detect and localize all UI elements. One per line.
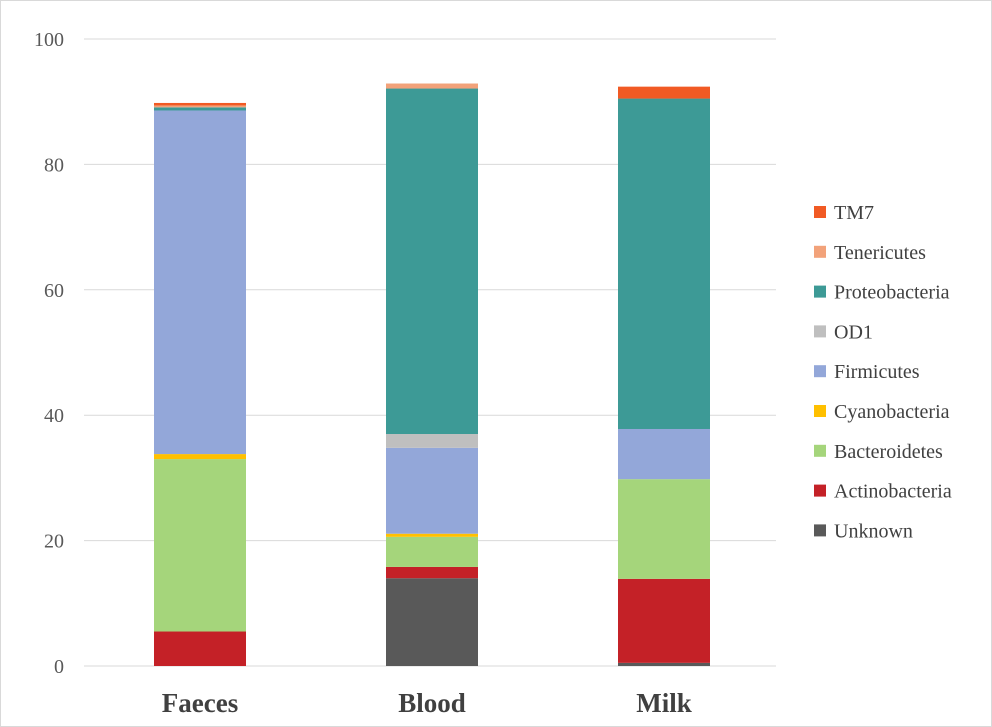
y-tick-label: 20 [44,531,64,553]
legend: TM7 Tenericutes Proteobacteria OD1 Firmicute… [814,202,952,542]
legend-label-actinobacteria: Actinobacteria [834,481,952,503]
bar-segment-blood-proteobacteria [386,88,478,435]
legend-swatch-actinobacteria [814,484,826,497]
y-tick-label: 80 [44,154,64,176]
bar-segment-milk-bacteroidetes [618,479,710,579]
x-tick-label: Faeces [162,688,238,718]
x-tick-label: Milk [636,688,692,718]
bars [154,83,710,666]
bar-segment-milk-actinobacteria [618,578,710,663]
legend-swatch-firmicutes [814,365,826,378]
bar-segment-milk-unknown [618,662,710,666]
bar-segment-blood-unknown [386,578,478,666]
legend-swatch-cyanobacteria [814,405,826,417]
bar-segment-milk-proteobacteria [618,98,710,429]
bar-segment-milk-firmicutes [618,428,710,480]
legend-swatch-bacteroidetes [814,444,826,457]
bar-segment-blood-tenericutes [386,83,478,89]
bar-segment-faeces-tm7 [154,102,246,106]
bar-segment-blood-actinobacteria [386,566,478,579]
legend-swatch-tm7 [814,206,826,218]
legend-swatch-od1 [814,325,826,338]
legend-label-proteobacteria: Proteobacteria [834,282,950,304]
legend-label-unknown: Unknown [834,520,913,542]
x-axis-ticks: Faeces Blood Milk [162,688,692,718]
y-axis-ticks: 0 20 40 60 80 100 [34,29,64,678]
legend-swatch-proteobacteria [814,285,826,298]
legend-label-tm7: TM7 [834,202,874,224]
legend-label-firmicutes: Firmicutes [834,361,920,383]
y-tick-label: 0 [54,656,64,678]
bar-segment-faeces-bacteroidetes [154,459,246,632]
y-tick-label: 60 [44,280,64,302]
bar-segment-faeces-actinobacteria [154,631,246,666]
legend-swatch-tenericutes [814,245,826,258]
bar-segment-faeces-cyanobacteria [154,454,246,460]
y-tick-label: 40 [44,405,64,427]
legend-label-bacteroidetes: Bacteroidetes [834,441,943,463]
bar-segment-blood-cyanobacteria [386,533,478,537]
legend-label-tenericutes: Tenericutes [834,242,926,264]
bar-segment-blood-firmicutes [386,447,478,534]
bar-segment-blood-od1 [386,434,478,448]
legend-label-cyanobacteria: Cyanobacteria [834,401,950,423]
bar-segment-milk-tm7 [618,86,710,99]
bar-segment-faeces-tenericutes [154,105,246,108]
bar-segment-blood-bacteroidetes [386,536,478,567]
bar-segment-faeces-firmicutes [154,110,246,455]
legend-swatch-unknown [814,524,826,537]
bar-segment-faeces-proteobacteria [154,107,246,111]
legend-label-od1: OD1 [834,321,873,343]
y-tick-label: 100 [34,29,64,51]
x-tick-label: Blood [398,688,466,718]
